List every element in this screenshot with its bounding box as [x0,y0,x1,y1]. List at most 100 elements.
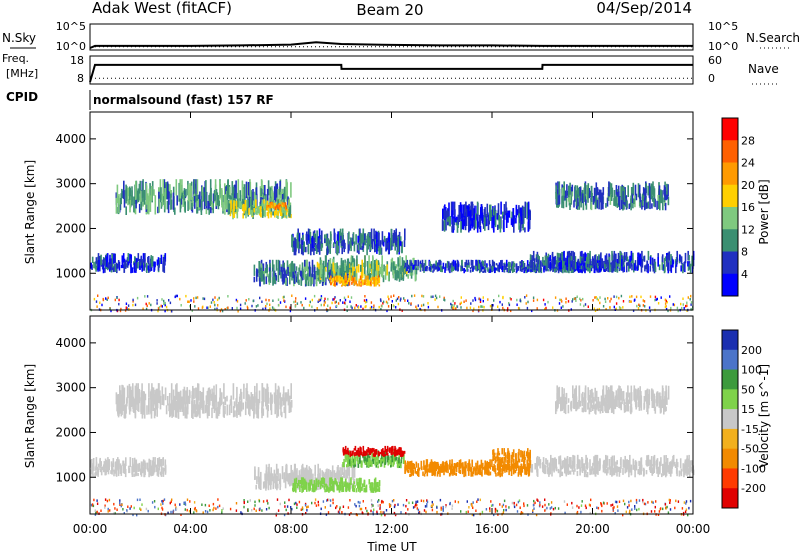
power-speckle [423,304,424,307]
power-cell [150,264,152,272]
power-ytick-label: 2000 [55,221,86,235]
power-cell [131,196,133,205]
velocity-cell [134,466,136,471]
velocity-cell [220,392,222,407]
velocity-cell [418,468,420,477]
power-cell [444,210,446,220]
velocity-cell [333,483,335,490]
power-speckle [354,307,355,310]
velocity-cell [193,388,195,399]
velocity-cell [367,447,369,453]
velocity-cell [136,460,138,469]
power-speckle [688,296,689,299]
power-cell [371,278,373,281]
power-cell [571,191,573,196]
power-cell [512,208,514,224]
velocity-cell [171,400,173,418]
power-cell [248,182,250,196]
cpid-panel: normalsound (fast) 157 RF [90,90,274,110]
velocity-cell [160,459,162,466]
power-cell [489,205,491,221]
power-cell [142,191,144,202]
power-cell [191,186,193,200]
velocity-cell [316,479,318,485]
velocity-cell [285,402,287,418]
power-cell [466,209,468,226]
power-cell [587,253,589,264]
power-speckle [588,306,589,309]
velocity-cell [137,383,139,402]
power-speckle [616,296,617,299]
power-speckle [559,302,560,305]
power-cell [480,207,482,218]
velocity-cell [226,396,228,402]
power-cell [579,202,581,210]
power-speckle [483,296,484,299]
power-cell [153,189,155,196]
power-cell [238,179,240,198]
power-cell [137,262,139,269]
power-cell [582,193,584,200]
velocity-cell [374,452,376,457]
power-cell [294,237,296,250]
power-cell [405,267,407,269]
power-cell [482,213,484,224]
velocity-cell [153,387,155,405]
power-speckle [379,306,380,309]
power-cell [218,200,220,206]
power-cell [97,260,99,267]
power-cell [233,187,235,193]
power-speckle [461,302,462,305]
power-speckle [170,302,171,305]
power-speckle [582,298,583,301]
power-speckle [206,307,207,310]
power-cell [485,265,487,270]
power-cell [502,266,504,272]
power-cell [466,265,468,272]
power-speckle [638,307,639,310]
velocity-cell [154,457,156,467]
power-speckle [649,306,650,309]
velocity-cell [507,448,509,456]
power-cell [151,186,153,201]
power-cell [468,216,470,233]
velocity-cell [254,402,256,414]
power-cell [366,283,368,286]
velocity-cell [124,388,126,404]
velocity-cell [358,448,360,452]
power-cell [146,263,148,273]
velocity-cell [182,405,184,412]
velocity-cell [93,459,95,468]
velocity-cell [345,486,347,491]
velocity-cell [281,399,283,407]
power-cell [356,255,358,266]
power-cell [463,268,465,273]
power-cell [528,264,530,267]
power-cell [330,234,332,241]
power-cell [397,271,399,279]
power-cell [493,217,495,231]
power-cell [141,265,143,268]
power-speckle [324,298,325,301]
power-cell [545,256,547,266]
power-colorbar-swatch [722,118,738,141]
power-cell [378,232,380,246]
power-cell [660,189,662,202]
velocity-cell [389,447,391,453]
power-cell [350,244,352,251]
power-cell [103,264,105,273]
power-speckle [580,303,581,306]
power-speckle [463,301,464,304]
velocity-cell [273,476,275,481]
power-speckle [210,305,211,308]
power-cell [364,267,366,275]
power-cell [589,191,591,198]
power-cell [492,266,494,271]
power-speckle [336,305,337,308]
power-cell [103,258,105,265]
power-cell [548,257,550,265]
velocity-cell [500,469,502,472]
velocity-cell [350,452,352,456]
power-cell [629,264,631,268]
power-cell [590,259,592,263]
